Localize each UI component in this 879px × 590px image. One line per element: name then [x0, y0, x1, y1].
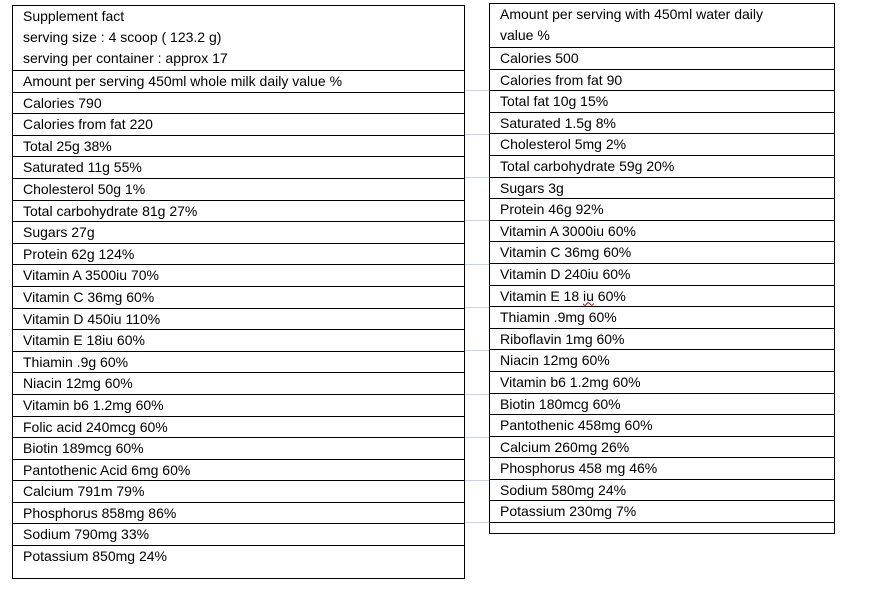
left-row: Niacin 12mg 60% — [13, 372, 464, 394]
left-row: Protein 62g 124% — [13, 242, 464, 265]
left-row: Vitamin E 18iu 60% — [13, 329, 464, 351]
right-header-line-1: Amount per serving with 450ml water dail… — [500, 6, 764, 22]
right-row: Total carbohydrate 59g 20% — [490, 154, 834, 177]
left-row: Calories from fat 220 — [13, 113, 464, 135]
left-row: Vitamin b6 1.2mg 60% — [13, 393, 464, 416]
right-header-line-2: value % — [500, 27, 550, 43]
connector-line — [465, 134, 489, 135]
right-row: Biotin 180mcg 60% — [490, 392, 834, 415]
right-row: Saturated 1.5g 8% — [490, 111, 834, 134]
connector-line — [465, 220, 489, 221]
connector-line — [465, 307, 489, 308]
right-row-vitamin-e: Vitamin E 18 iu 60% — [490, 284, 834, 307]
connector-line — [465, 437, 489, 438]
left-row: Vitamin C 36mg 60% — [13, 285, 464, 308]
left-row: Folic acid 240mcg 60% — [13, 415, 464, 438]
right-row: Thiamin .9mg 60% — [490, 306, 834, 328]
left-row: Vitamin D 450iu 110% — [13, 307, 464, 330]
right-row: Potassium 230mg 7% — [490, 500, 834, 522]
spellcheck-underlined-word: iu — [583, 287, 594, 304]
right-row: Total fat 10g 15% — [490, 90, 834, 112]
right-row: Sugars 3g — [490, 176, 834, 199]
connector-line — [465, 177, 489, 178]
left-row: Calories 790 — [13, 91, 464, 114]
left-row: Potassium 850mg 24% — [13, 545, 464, 567]
connector-line — [465, 90, 489, 91]
left-row: Cholesterol 50g 1% — [13, 177, 464, 200]
right-row: Protein 46g 92% — [490, 198, 834, 220]
left-row: Thiamin .9g 60% — [13, 350, 464, 373]
connector-line — [465, 264, 489, 265]
right-row: Niacin 12mg 60% — [490, 349, 834, 371]
connector-line — [465, 522, 489, 523]
right-row: Calories from fat 90 — [490, 68, 834, 91]
left-row: Saturated 11g 55% — [13, 156, 464, 178]
right-row: Calcium 260mg 26% — [490, 435, 834, 458]
right-row: Vitamin A 3000iu 60% — [490, 219, 834, 242]
right-row: Sodium 580mg 24% — [490, 478, 834, 501]
left-row: Sugars 27g — [13, 221, 464, 243]
connector-line — [465, 394, 489, 395]
left-row: Total carbohydrate 81g 27% — [13, 199, 464, 222]
connector-line — [465, 350, 489, 351]
left-row: Total 25g 38% — [13, 134, 464, 157]
left-row: Sodium 790mg 33% — [13, 523, 464, 545]
right-row: Vitamin C 36mg 60% — [490, 241, 834, 263]
supplement-fact-title: Supplement fact — [23, 8, 125, 24]
servings-per-container: serving per container : approx 17 — [23, 50, 228, 66]
right-row: Vitamin b6 1.2mg 60% — [490, 370, 834, 393]
right-header-cell: Amount per serving with 450ml water dail… — [490, 4, 834, 47]
left-row: Phosphorus 858mg 86% — [13, 501, 464, 524]
vitamin-e-label: Vitamin E 18 — [500, 287, 584, 304]
right-row: Cholesterol 5mg 2% — [490, 133, 834, 155]
right-row: Vitamin D 240iu 60% — [490, 262, 834, 285]
connector-line — [465, 480, 489, 481]
serving-size: serving size : 4 scoop ( 123.2 g) — [23, 29, 222, 45]
left-row: Vitamin A 3500iu 70% — [13, 264, 464, 286]
right-row: Phosphorus 458 mg 46% — [490, 457, 834, 479]
left-row: Biotin 189mcg 60% — [13, 437, 464, 459]
whole-milk-nutrition-table: Supplement fact serving size : 4 scoop (… — [12, 5, 465, 579]
right-row: Riboflavin 1mg 60% — [490, 327, 834, 350]
water-nutrition-table: Amount per serving with 450ml water dail… — [489, 3, 835, 534]
left-row: Amount per serving 450ml whole milk dail… — [13, 70, 464, 92]
right-row: Calories 500 — [490, 47, 834, 69]
right-row: Pantothenic 458mg 60% — [490, 414, 834, 436]
right-empty-row — [490, 522, 834, 542]
left-header-cell: Supplement fact serving size : 4 scoop (… — [13, 6, 464, 70]
vitamin-e-value: 60% — [593, 287, 626, 304]
left-row: Calcium 791m 79% — [13, 480, 464, 502]
left-row: Pantothenic Acid 6mg 60% — [13, 458, 464, 481]
